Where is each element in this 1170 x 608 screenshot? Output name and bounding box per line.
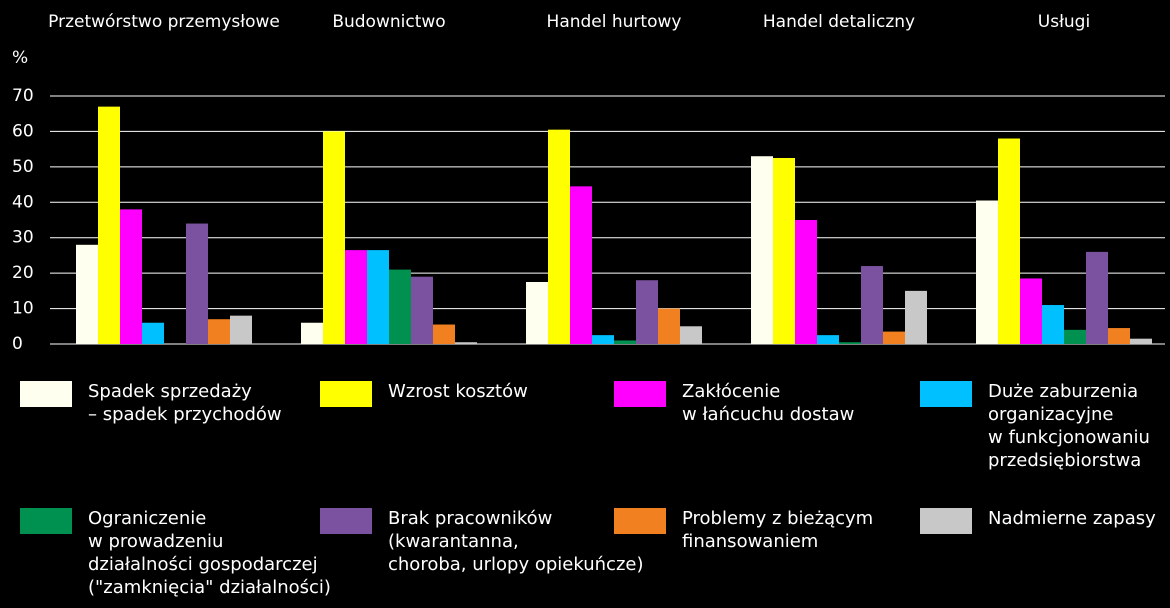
bar [142, 322, 164, 344]
bar [817, 335, 839, 344]
bar [120, 209, 142, 344]
y-tick-label: 70 [12, 86, 34, 106]
y-tick-label: 20 [12, 263, 34, 283]
bar [592, 335, 614, 344]
bar [1020, 278, 1042, 344]
bar [455, 342, 477, 344]
bar [1042, 305, 1064, 344]
bar [636, 280, 658, 344]
bar [1064, 329, 1086, 344]
category-label: Budownictwo [332, 12, 445, 32]
bar [883, 331, 905, 344]
category-label: Usługi [1038, 12, 1090, 32]
legend-swatch [614, 381, 666, 407]
legend-label: Spadek sprzedaży – spadek przychodów [88, 381, 282, 425]
bar [208, 319, 230, 344]
bar [839, 342, 861, 344]
bar [186, 223, 208, 344]
bar [389, 269, 411, 344]
bar [773, 158, 795, 344]
legend-swatch [320, 381, 372, 407]
legend-label: Brak pracowników (kwarantanna, choroba, … [388, 508, 644, 575]
category-label: Handel detaliczny [763, 12, 915, 32]
bar [658, 308, 680, 344]
y-tick-label: 60 [12, 121, 34, 141]
bar [614, 340, 636, 344]
legend-swatch [20, 381, 72, 407]
legend-label: Ograniczenie w prowadzeniu działalności … [88, 508, 331, 598]
legend-label: Zakłócenie w łańcuchu dostaw [682, 381, 855, 425]
category-label: Przetwórstwo przemysłowe [48, 12, 280, 32]
bar [367, 250, 389, 344]
bar [345, 250, 367, 344]
bar [751, 156, 773, 344]
y-tick-label: 30 [12, 228, 34, 248]
bar [1086, 251, 1108, 344]
bar [433, 324, 455, 344]
legend-swatch [320, 508, 372, 534]
bar [526, 282, 548, 344]
y-tick-label: 10 [12, 299, 34, 319]
legend-label: Nadmierne zapasy [988, 508, 1156, 529]
legend-label: Problemy z bieżącym finansowaniem [682, 508, 874, 552]
bar [323, 131, 345, 344]
chart: % 0 10 20 30 40 50 60 70 Przetwórstwo przemysłow… [12, 12, 1165, 354]
y-tick-label: 40 [12, 192, 34, 212]
legend-label: Duże zaburzenia organizacyjne w funkcjon… [988, 381, 1150, 471]
bar [76, 244, 98, 344]
y-axis-label: % [12, 48, 28, 68]
bar [301, 322, 323, 344]
bar [98, 106, 120, 344]
bar [998, 138, 1020, 344]
legend-swatch [920, 381, 972, 407]
bar [905, 290, 927, 344]
y-tick-label: 50 [12, 157, 34, 177]
bar [1108, 328, 1130, 344]
legend-swatch [614, 508, 666, 534]
category-label: Handel hurtowy [547, 12, 682, 32]
bar [680, 326, 702, 344]
y-tick-label: 0 [12, 334, 23, 350]
bar [570, 186, 592, 344]
bar [1130, 338, 1152, 344]
bar [411, 276, 433, 344]
bar [795, 220, 817, 344]
bar [230, 315, 252, 344]
bar [548, 129, 570, 344]
bar [861, 266, 883, 344]
bar [976, 200, 998, 344]
legend-swatch [20, 508, 72, 534]
legend-label: Wzrost kosztów [388, 381, 528, 402]
legend-swatch [920, 508, 972, 534]
